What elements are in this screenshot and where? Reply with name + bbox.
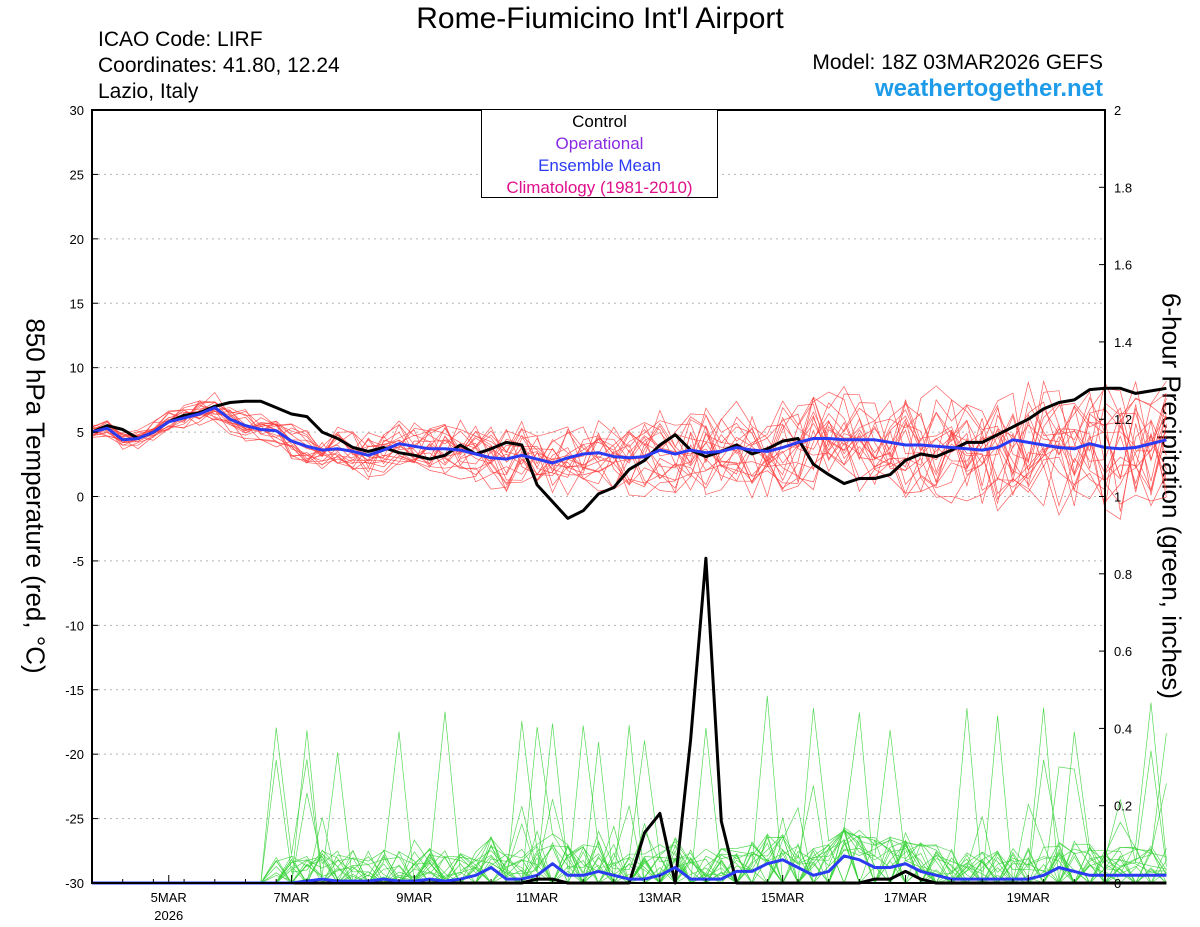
y2-tick-label: 1.8 [1114,180,1132,195]
precip-member-line [92,725,1167,884]
precip-member-line [92,733,1167,885]
y-tick-label: -15 [65,683,84,698]
x-tick-label: 17MAR [884,890,927,905]
x-tick-label: 11MAR [516,890,558,905]
temperature-member-line [91,392,1167,500]
temperature-member-line [91,381,1167,504]
y2-tick-label: 1.4 [1114,335,1132,350]
control-temperature-line [91,386,1167,520]
temperature-member-line [91,393,1167,493]
axis-ticks: 302520151050-5-10-15-20-25-3021.81.61.41… [65,103,1132,923]
grid [92,173,1105,820]
precip-member-line [92,725,1167,885]
ensemble-mean-temperature-line [91,406,1167,465]
control-precip-line [92,556,1167,885]
temperature-member-line [91,398,1167,520]
x-tick-year: 2026 [154,908,183,923]
x-tick-label: 19MAR [1007,890,1050,905]
temperature-member-line [91,400,1167,496]
y-tick-label: 10 [70,361,84,376]
y-tick-label: 0 [77,490,84,505]
y2-tick-label: 1.2 [1114,412,1132,427]
temperature-member-line [91,387,1167,512]
y2-tick-label: 0.2 [1114,799,1132,814]
y2-tick-label: 0.4 [1114,721,1132,736]
y-tick-label: 20 [70,232,84,247]
y-tick-label: 5 [77,425,84,440]
y2-tick-label: 1 [1114,490,1121,505]
legend-climatology: Climatology (1981-2010) [506,178,693,197]
y2-tick-label: 1.6 [1114,258,1132,273]
model-run: Model: 18Z 03MAR2026 GEFS [812,51,1103,74]
y-tick-label: -20 [65,747,84,762]
y-tick-label: 30 [70,103,84,118]
temperature-member-line [91,385,1167,507]
y-tick-label: -5 [72,554,84,569]
legend-control: Control [572,112,627,131]
y2-tick-label: 0.6 [1114,644,1132,659]
precip-member-line [92,799,1167,884]
region: Lazio, Italy [98,80,199,103]
coordinates: Coordinates: 41.80, 12.24 [98,54,340,77]
y-tick-label: -25 [65,812,84,827]
precip-member-line [92,750,1167,884]
x-tick-label: 7MAR [273,890,309,905]
legend: Control Operational Ensemble Mean Climat… [481,109,718,198]
y-tick-label: 25 [70,167,84,182]
precip-member-line [92,695,1167,884]
temperature-member-line [91,400,1167,503]
precip-member-line [92,726,1167,884]
x-tick-label: 5MAR [151,890,187,905]
precip-member-line [92,727,1167,884]
temperature-member-line [91,394,1167,504]
y2-tick-label: 0 [1114,876,1121,891]
y-tick-label: 15 [70,296,84,311]
x-tick-label: 13MAR [638,890,681,905]
temperature-member-line [91,381,1167,496]
y-tick-label: -10 [65,618,84,633]
legend-operational: Operational [555,134,644,153]
temperature-member-line [91,381,1167,502]
x-tick-label: 15MAR [761,890,804,905]
site-name[interactable]: weathertogether.net [874,75,1103,102]
x-tick-label: 9MAR [396,890,432,905]
icao-code: ICAO Code: LIRF [98,28,263,51]
y-tick-label: -30 [65,876,84,891]
y2-tick-label: 0.8 [1114,567,1132,582]
legend-ensemble-mean: Ensemble Mean [538,156,661,175]
temperature-member-line [91,390,1167,505]
y2-tick-label: 2 [1114,103,1121,118]
chart-title: Rome-Fiumicino Int'l Airport [416,2,784,35]
